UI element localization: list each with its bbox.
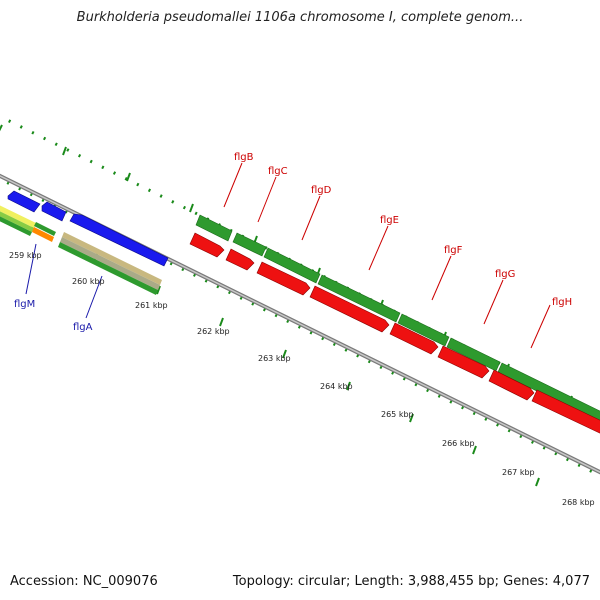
genome-title: Burkholderia pseudomallei 1106a chromoso…	[76, 10, 524, 25]
major-tick	[535, 477, 540, 487]
left-gene-block	[0, 190, 169, 295]
leader-line-flgG	[483, 279, 504, 325]
gene-label-flgD[interactable]: flgD	[311, 185, 332, 196]
green-feature[interactable]	[0, 212, 32, 236]
flgH-gene[interactable]	[497, 362, 600, 425]
leader-line-flgA	[85, 275, 103, 319]
kbp-labels: 259 kbp 260 kbp 261 kbp 262 kbp 263 kbp …	[9, 251, 595, 507]
reverse-strand-genes	[189, 232, 600, 436]
major-tick	[156, 285, 161, 295]
leader-line-flgM	[25, 243, 37, 295]
gene-labels-above: flgB flgC flgD flgE flgF flgG flgH	[234, 152, 572, 308]
kbp-label: 267 kbp	[502, 468, 535, 477]
red-gene-arrow[interactable]	[437, 345, 490, 379]
flgM-gene-arrow[interactable]	[69, 213, 169, 267]
flgB-gene[interactable]	[195, 214, 233, 242]
major-tick	[62, 146, 67, 156]
flgF-gene[interactable]	[397, 313, 450, 347]
green-feature[interactable]	[34, 222, 56, 236]
blue-gene-arrow[interactable]	[7, 190, 41, 213]
red-gene-arrow[interactable]	[389, 322, 439, 355]
leader-line-flgD	[301, 195, 321, 241]
major-tick	[219, 317, 224, 327]
red-gene-arrow[interactable]	[309, 285, 390, 333]
major-tick	[346, 381, 351, 391]
major-tick	[126, 172, 131, 182]
gene-label-flgE[interactable]: flgE	[380, 215, 399, 226]
kbp-label: 266 kbp	[442, 439, 475, 448]
lightgreen-feature[interactable]	[0, 208, 34, 232]
flgE-gene[interactable]	[317, 274, 401, 323]
grey-feature[interactable]	[60, 237, 160, 290]
flgA-gene-bar[interactable]	[58, 242, 158, 295]
kbp-label: 259 kbp	[9, 251, 42, 260]
red-gene-arrow[interactable]	[531, 389, 600, 436]
kbp-label: 261 kbp	[135, 301, 168, 310]
gene-labels-below: flgM flgA	[14, 299, 93, 333]
gene-leader-lines-above	[223, 162, 551, 349]
major-tick	[409, 413, 414, 423]
major-tick	[189, 203, 194, 213]
kbp-label: 264 kbp	[320, 382, 353, 391]
major-tick	[282, 349, 287, 359]
forward-strand-genes	[195, 214, 600, 425]
red-gene-arrow[interactable]	[189, 232, 225, 258]
red-gene-arrow[interactable]	[225, 248, 255, 271]
yellow-feature[interactable]	[0, 203, 36, 228]
gene-label-flgG[interactable]: flgG	[495, 269, 515, 280]
tan-feature[interactable]	[62, 232, 162, 285]
blue-gene-arrow[interactable]	[41, 201, 67, 222]
leader-line-flgE	[368, 225, 389, 271]
leader-line-flgC	[257, 176, 277, 223]
flgD-gene[interactable]	[263, 247, 321, 284]
major-ticks	[0, 124, 573, 487]
gene-label-flgC[interactable]: flgC	[268, 166, 288, 177]
gene-label-flgB[interactable]: flgB	[234, 152, 254, 163]
kbp-label: 265 kbp	[381, 410, 414, 419]
red-gene-arrow[interactable]	[488, 369, 535, 401]
gene-leader-lines-below	[25, 243, 103, 319]
gene-label-flgA[interactable]: flgA	[73, 322, 93, 333]
orange-feature[interactable]	[32, 227, 54, 242]
leader-line-flgH	[530, 304, 551, 349]
red-gene-arrow[interactable]	[256, 261, 311, 296]
kbp-label: 263 kbp	[258, 354, 291, 363]
major-tick	[472, 445, 477, 455]
leader-line-flgB	[223, 162, 243, 208]
kbp-label: 268 kbp	[562, 498, 595, 507]
genome-summary-text: Topology: circular; Length: 3,988,455 bp…	[232, 574, 590, 589]
gene-label-flgM[interactable]: flgM	[14, 299, 35, 310]
major-tick	[0, 124, 3, 132]
accession-text: Accession: NC_009076	[10, 574, 158, 589]
kbp-label: 260 kbp	[72, 277, 105, 286]
gene-label-flgF[interactable]: flgF	[444, 245, 463, 256]
flgC-gene[interactable]	[232, 232, 267, 257]
kbp-label: 262 kbp	[197, 327, 230, 336]
gene-label-flgH[interactable]: flgH	[552, 297, 572, 308]
leader-line-flgF	[431, 255, 452, 301]
